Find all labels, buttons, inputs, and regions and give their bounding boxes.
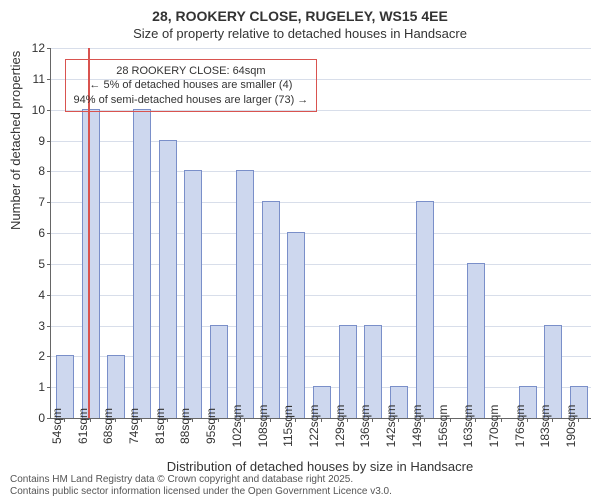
x-tick-label: 95sqm — [204, 408, 218, 444]
gridline-h — [51, 326, 591, 327]
x-tick-label: 122sqm — [307, 405, 321, 448]
bar — [236, 170, 254, 418]
x-tick-mark — [115, 418, 116, 422]
footer-line-1: Contains HM Land Registry data © Crown c… — [10, 474, 392, 486]
x-tick-label: 88sqm — [178, 408, 192, 444]
x-tick-mark — [321, 418, 322, 422]
gridline-h — [51, 264, 591, 265]
y-tick-label: 6 — [17, 226, 45, 240]
gridline-h — [51, 48, 591, 49]
x-tick-label: 115sqm — [281, 405, 295, 447]
x-tick-label: 54sqm — [50, 408, 64, 444]
x-tick-mark — [192, 418, 193, 422]
y-tick-label: 2 — [17, 349, 45, 363]
gridline-h — [51, 202, 591, 203]
y-tick-mark — [47, 171, 51, 172]
x-tick-mark — [372, 418, 373, 422]
x-tick-mark — [578, 418, 579, 422]
gridline-h — [51, 295, 591, 296]
annotation-line: 28 ROOKERY CLOSE: 64sqm — [74, 64, 309, 78]
gridline-h — [51, 233, 591, 234]
y-tick-mark — [47, 233, 51, 234]
x-tick-label: 156sqm — [436, 405, 450, 448]
y-tick-label: 1 — [17, 380, 45, 394]
x-tick-label: 74sqm — [127, 408, 141, 444]
y-tick-label: 10 — [17, 103, 45, 117]
y-tick-label: 4 — [17, 288, 45, 302]
plot-area: 012345678910111254sqm61sqm68sqm74sqm81sq… — [50, 48, 591, 419]
bar — [416, 201, 434, 418]
gridline-h — [51, 171, 591, 172]
y-tick-mark — [47, 326, 51, 327]
chart-title: 28, ROOKERY CLOSE, RUGELEY, WS15 4EE — [0, 0, 600, 24]
y-tick-mark — [47, 295, 51, 296]
gridline-h — [51, 141, 591, 142]
y-tick-label: 12 — [17, 41, 45, 55]
y-tick-label: 5 — [17, 257, 45, 271]
footer-line-2: Contains public sector information licen… — [10, 486, 392, 498]
x-tick-label: 81sqm — [153, 408, 167, 444]
x-tick-label: 102sqm — [230, 405, 244, 448]
x-tick-mark — [141, 418, 142, 422]
y-tick-label: 0 — [17, 411, 45, 425]
x-tick-label: 163sqm — [461, 405, 475, 448]
bar — [262, 201, 280, 418]
x-axis-label: Distribution of detached houses by size … — [50, 459, 590, 474]
chart-subtitle: Size of property relative to detached ho… — [0, 24, 600, 41]
x-tick-label: 136sqm — [358, 405, 372, 448]
y-tick-label: 9 — [17, 134, 45, 148]
x-tick-mark — [501, 418, 502, 422]
x-tick-label: 176sqm — [513, 405, 527, 448]
x-tick-label: 142sqm — [384, 405, 398, 448]
annotation-line: ← 5% of detached houses are smaller (4) — [74, 78, 309, 92]
bar — [159, 140, 177, 419]
plot-outer: 012345678910111254sqm61sqm68sqm74sqm81sq… — [50, 48, 590, 428]
x-tick-label: 68sqm — [101, 408, 115, 444]
annotation-line: 94% of semi-detached houses are larger (… — [74, 93, 309, 107]
x-tick-label: 149sqm — [410, 405, 424, 448]
bar — [210, 325, 228, 419]
bar — [287, 232, 305, 418]
x-tick-mark — [218, 418, 219, 422]
x-tick-mark — [295, 418, 296, 422]
y-tick-mark — [47, 202, 51, 203]
y-tick-mark — [47, 264, 51, 265]
x-tick-label: 170sqm — [487, 405, 501, 448]
x-tick-label: 183sqm — [538, 405, 552, 448]
annotation-box: 28 ROOKERY CLOSE: 64sqm← 5% of detached … — [65, 59, 318, 112]
bar — [133, 109, 151, 418]
y-tick-label: 11 — [17, 72, 45, 86]
y-tick-mark — [47, 79, 51, 80]
x-tick-label: 190sqm — [564, 405, 578, 448]
x-tick-mark — [475, 418, 476, 422]
bar — [467, 263, 485, 418]
chart-container: 28, ROOKERY CLOSE, RUGELEY, WS15 4EE Siz… — [0, 0, 600, 500]
footer-attribution: Contains HM Land Registry data © Crown c… — [10, 474, 392, 498]
x-tick-label: 108sqm — [256, 405, 270, 448]
bar — [184, 170, 202, 418]
y-tick-label: 8 — [17, 164, 45, 178]
y-tick-mark — [47, 48, 51, 49]
y-tick-label: 7 — [17, 195, 45, 209]
x-tick-mark — [398, 418, 399, 422]
x-tick-mark — [552, 418, 553, 422]
y-tick-mark — [47, 110, 51, 111]
gridline-h — [51, 356, 591, 357]
bar — [82, 109, 100, 418]
y-tick-label: 3 — [17, 319, 45, 333]
y-tick-mark — [47, 356, 51, 357]
y-tick-mark — [47, 387, 51, 388]
x-tick-label: 129sqm — [333, 405, 347, 448]
y-tick-mark — [47, 141, 51, 142]
